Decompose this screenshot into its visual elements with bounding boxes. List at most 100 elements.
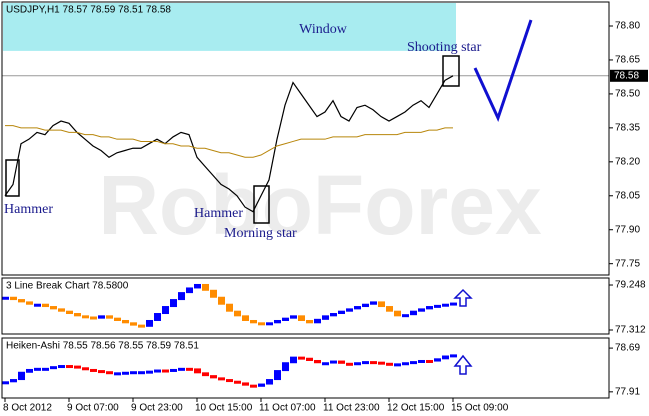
heiken-ashi-frame: [1, 337, 610, 399]
price-series: [5, 125, 453, 158]
y-tick-label: 79.248: [615, 280, 646, 291]
indicator-block: [322, 362, 329, 366]
x-tick-label: 10 Oct 15:00: [195, 403, 253, 414]
indicator-block: [234, 310, 241, 317]
indicator-block: [74, 365, 81, 369]
indicator-block: [154, 369, 161, 373]
indicator-block: [354, 306, 361, 310]
indicator-block: [186, 287, 193, 294]
up-arrow: [453, 288, 473, 307]
indicator-block: [250, 384, 257, 388]
indicator-block: [290, 315, 297, 319]
x-tick-label: 15 Oct 09:00: [451, 403, 509, 414]
indicator-block: [298, 356, 305, 360]
indicator-block: [346, 362, 353, 366]
indicator-block: [442, 303, 449, 307]
y-tick-label: 77.91: [615, 386, 640, 397]
indicator-block: [290, 356, 297, 364]
annotation: Shooting star: [407, 40, 482, 55]
x-tick-label: 8 Oct 2012: [3, 403, 52, 414]
indicator-block: [194, 368, 201, 374]
indicator-block: [202, 372, 209, 377]
indicator-block: [258, 383, 265, 387]
indicator-block: [106, 371, 113, 375]
indicator-block: [346, 308, 353, 312]
indicator-block: [266, 322, 273, 326]
indicator-block: [178, 292, 185, 301]
main-panel-frame: [1, 1, 610, 276]
x-tick-label: 11 Oct 07:00: [259, 403, 316, 414]
indicator-block: [370, 301, 377, 305]
indicator-block: [26, 368, 33, 373]
indicator-block: [90, 368, 97, 372]
indicator-block: [210, 289, 217, 298]
indicator-block: [410, 310, 417, 316]
indicator-block: [218, 377, 225, 381]
indicator-block: [242, 315, 249, 321]
indicator-block: [186, 367, 193, 371]
y-tick-label: 78.20: [615, 156, 640, 167]
indicator-block: [386, 362, 393, 366]
indicator-block: [250, 319, 257, 324]
y-tick-label: 78.80: [615, 21, 640, 32]
indicator-block: [338, 310, 345, 315]
indicator-block: [26, 301, 33, 305]
indicator-block: [58, 308, 65, 312]
indicator-block: [66, 365, 73, 369]
annotation: Morning star: [224, 226, 297, 241]
indicator-block: [210, 375, 217, 379]
indicator-block: [378, 361, 385, 365]
y-tick-label: 78.65: [615, 55, 640, 66]
indicator-block: [338, 360, 345, 364]
indicator-block: [434, 358, 441, 362]
x-tick-label: 12 Oct 15:00: [387, 403, 445, 414]
pattern-box: [253, 185, 270, 224]
y-tick-label: 77.90: [615, 224, 640, 235]
indicator-block: [122, 319, 129, 324]
indicator-block: [226, 379, 233, 383]
indicator-block: [162, 369, 169, 373]
indicator-block: [42, 367, 49, 371]
indicator-block: [130, 322, 137, 326]
indicator-block: [106, 315, 113, 319]
indicator-block: [162, 306, 169, 315]
indicator-block: [402, 362, 409, 366]
indicator-block: [10, 379, 17, 383]
x-tick-label: 9 Oct 23:00: [131, 403, 183, 414]
indicator-block: [82, 367, 89, 371]
price-box: [610, 69, 648, 82]
y-tick-label: 78.50: [615, 89, 640, 100]
indicator-block: [226, 303, 233, 312]
indicator-block: [138, 371, 145, 375]
panel-title: USDJPY,H1 78.57 78.59 78.51 78.58: [6, 5, 171, 16]
indicator-block: [18, 371, 25, 381]
pattern-box: [442, 55, 460, 87]
indicator-block: [146, 370, 153, 374]
annotation: Hammer: [4, 202, 53, 217]
indicator-block: [202, 283, 209, 291]
indicator-block: [66, 310, 73, 315]
forecast-arrow: [473, 19, 533, 123]
indicator-block: [98, 370, 105, 374]
indicator-block: [282, 362, 289, 372]
indicator-block: [234, 380, 241, 384]
indicator-block: [194, 283, 201, 289]
indicator-block: [394, 310, 401, 317]
indicator-block: [130, 371, 137, 375]
annotation: Hammer: [194, 206, 243, 221]
indicator-block: [74, 313, 81, 317]
indicator-block: [322, 315, 329, 320]
x-tick-label: 11 Oct 23:00: [323, 403, 380, 414]
indicator-block: [410, 361, 417, 365]
indicator-block: [58, 365, 65, 369]
y-tick-label: 77.312: [615, 325, 646, 336]
indicator-block: [90, 316, 97, 320]
indicator-block: [82, 315, 89, 319]
indicator-block: [154, 313, 161, 321]
indicator-block: [314, 359, 321, 364]
indicator-block: [426, 359, 433, 363]
indicator-block: [386, 306, 393, 312]
indicator-block: [138, 324, 145, 328]
price-series: [4, 75, 454, 213]
